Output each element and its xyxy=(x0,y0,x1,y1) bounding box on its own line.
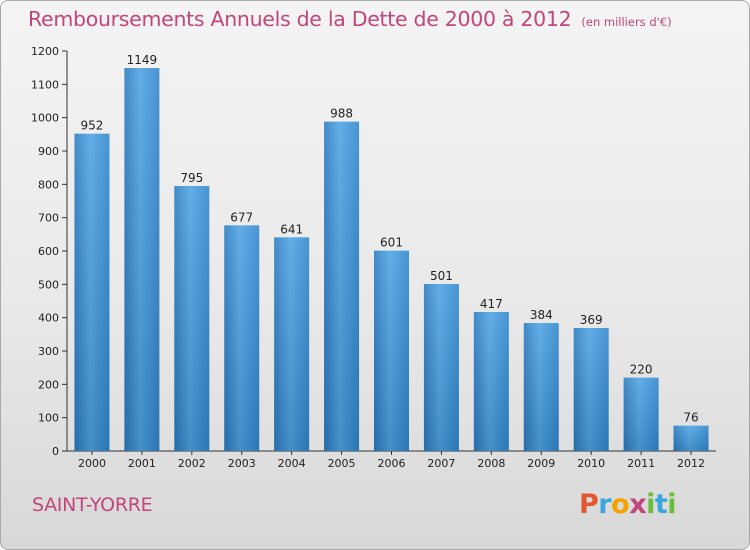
y-tick-label: 0 xyxy=(52,445,59,458)
logo-letter: P xyxy=(579,489,599,520)
bar-shade xyxy=(274,237,310,451)
bar-shade xyxy=(374,250,409,451)
bar-shade xyxy=(224,225,260,451)
logo-letter: i xyxy=(646,489,655,520)
x-tick-label: 2004 xyxy=(278,457,306,470)
y-tick-label: 1100 xyxy=(31,78,59,91)
y-tick-label: 100 xyxy=(38,412,59,425)
y-tick-label: 300 xyxy=(38,345,59,358)
x-axis: 2000 2001 2002 2003 2004 2005 2006 2007 2008 2009… xyxy=(67,450,716,470)
x-tick-label: 2011 xyxy=(627,457,655,470)
x-tick-label: 2006 xyxy=(378,457,406,470)
bar-shade xyxy=(74,133,110,451)
x-tick-label: 2000 xyxy=(78,457,106,470)
commune-name: SAINT-YORRE xyxy=(32,494,153,516)
bar-shade xyxy=(423,284,459,451)
bar-value-label: 601 xyxy=(380,236,403,250)
y-tick-label: 600 xyxy=(38,245,59,258)
bar-shade xyxy=(673,425,709,451)
bar-value-label: 220 xyxy=(630,363,653,377)
bar-value-label: 501 xyxy=(430,269,453,283)
y-axis: 0 100 200 300 400 500 600 700 800 900 1000 1100 1200 xyxy=(31,45,68,458)
bar-value-label: 417 xyxy=(480,297,503,311)
bar-value-label: 384 xyxy=(530,308,553,322)
x-tick-label: 2012 xyxy=(677,457,705,470)
y-tick-label: 500 xyxy=(38,278,59,291)
bar-value-label: 641 xyxy=(280,222,303,236)
bar-value-label: 76 xyxy=(683,411,698,425)
y-tick-label: 800 xyxy=(38,178,59,191)
bar-value-label: 795 xyxy=(180,171,203,185)
x-tick-label: 2009 xyxy=(527,457,555,470)
y-tick-label: 1000 xyxy=(31,112,59,125)
y-tick-label: 400 xyxy=(38,312,59,325)
logo-letter: r xyxy=(598,489,612,520)
x-tick-label: 2003 xyxy=(228,457,256,470)
x-tick-label: 2005 xyxy=(328,457,356,470)
bars: 952 1149 795 677 641 988 601 501 417 384 369 220 76 xyxy=(74,53,709,452)
bar-shade xyxy=(473,312,509,451)
bar-value-label: 677 xyxy=(230,210,253,224)
logo-letter: i xyxy=(667,489,677,520)
y-tick-label: 1200 xyxy=(31,45,59,58)
y-tick-label: 900 xyxy=(38,145,59,158)
logo-letter: o xyxy=(611,489,630,520)
x-tick-label: 2007 xyxy=(427,457,455,470)
bar-value-label: 369 xyxy=(580,313,603,327)
bar-shade xyxy=(573,328,609,451)
bar-value-label: 952 xyxy=(81,119,104,133)
y-tick-label: 200 xyxy=(38,378,59,391)
x-tick-label: 2008 xyxy=(477,457,505,470)
logo-letter: t xyxy=(654,489,668,520)
proxiti-logo: Proxiti xyxy=(579,489,677,520)
y-tick-label: 700 xyxy=(38,212,59,225)
title-row: Remboursements Annuels de la Dette de 20… xyxy=(28,7,672,31)
x-tick-label: 2001 xyxy=(128,457,156,470)
bar-value-label: 988 xyxy=(330,107,353,121)
x-tick-label: 2010 xyxy=(577,457,605,470)
bar-shade xyxy=(174,186,210,451)
logo-letter: x xyxy=(629,489,647,520)
bar-shade xyxy=(523,323,559,451)
bar-shade xyxy=(124,68,160,451)
chart-title: Remboursements Annuels de la Dette de 20… xyxy=(28,7,572,31)
bar-value-label: 1149 xyxy=(127,53,158,67)
chart-subtitle: (en milliers d'€) xyxy=(581,15,672,29)
bar-shade xyxy=(623,377,659,451)
x-tick-label: 2002 xyxy=(178,457,206,470)
bar-shade xyxy=(324,121,360,452)
